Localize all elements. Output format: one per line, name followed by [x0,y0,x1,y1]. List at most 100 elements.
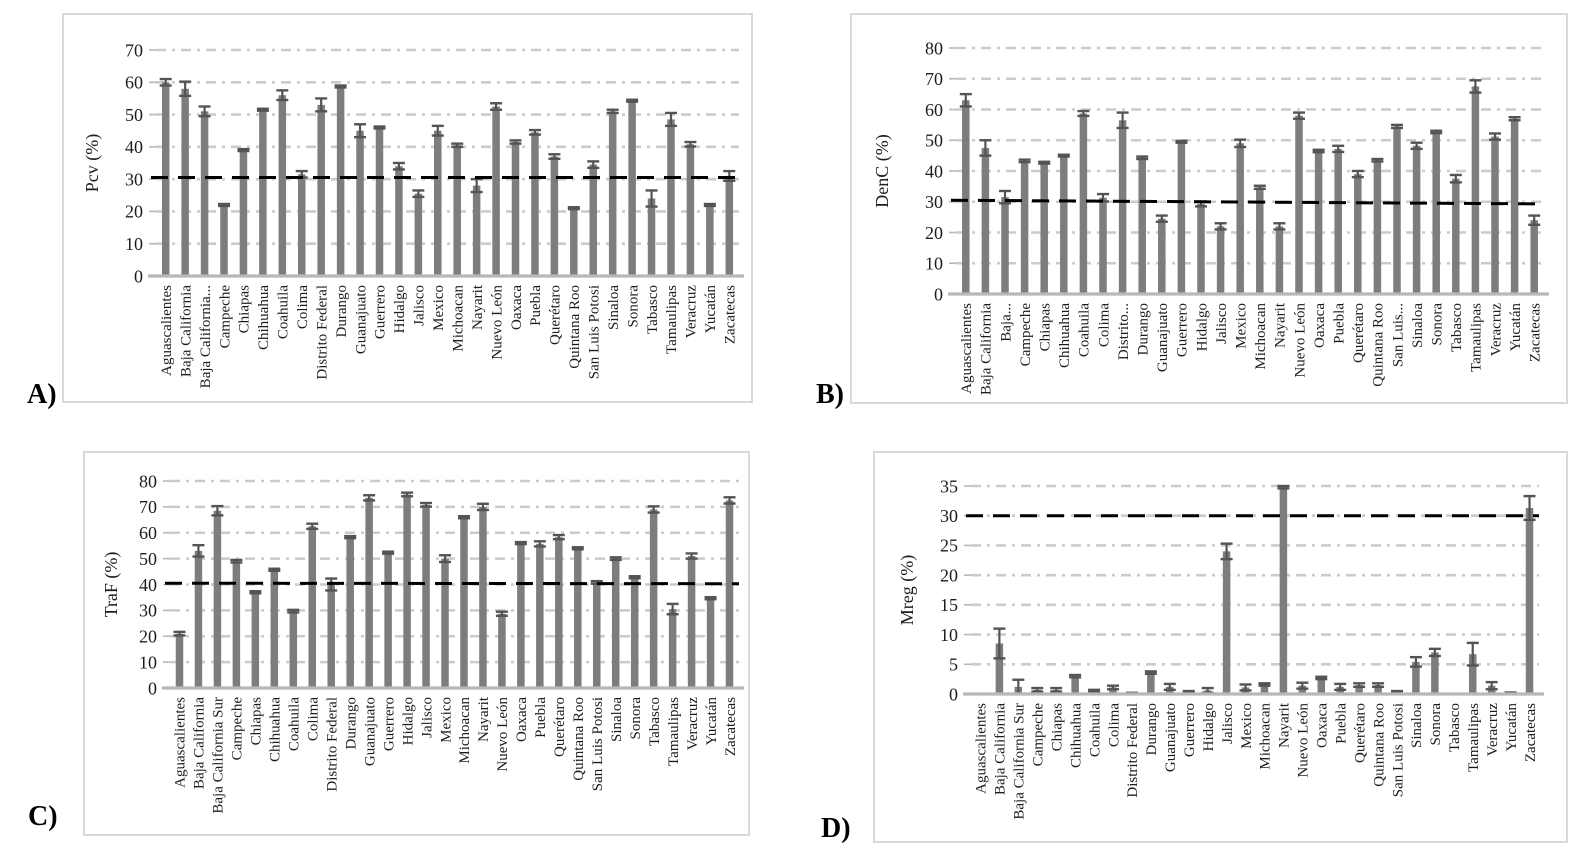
bar [220,204,228,276]
y-axis-title: Pcv (%) [82,134,103,192]
error-bar [587,160,600,170]
bar [453,145,461,276]
bar [628,100,636,276]
x-category-label: Guerrero [1182,703,1198,757]
error-bar [1469,79,1482,94]
bar [725,175,734,276]
x-category-label: Aguascalientes [173,697,189,788]
x-category-label: Coahuila [276,285,292,339]
x-category-label: San Luis... [1390,303,1406,367]
error-bar [1253,184,1266,191]
y-tick-label: 40 [139,575,157,595]
bar [1373,160,1382,294]
error-bar [192,543,205,558]
error-bar [1277,484,1290,490]
x-category-label: Colima [295,285,311,330]
y-tick-label: 20 [125,202,143,222]
bar [1138,157,1146,294]
panel-c-letter: C) [28,801,58,832]
x-category-label: Querétaro [548,285,564,345]
error-bar [1428,647,1441,658]
error-bar [979,139,992,157]
x-category-label: San Luis Potosi [590,697,606,791]
error-bar [1012,678,1025,696]
error-bar [1107,684,1119,691]
error-bar [256,107,269,112]
error-bar [1057,153,1070,158]
x-category-label: Tabasco [1447,703,1463,752]
y-tick-label: 60 [925,100,943,120]
panel-b: 0 10 20 30 40 50 60 70 80 Aguascalientes Baja Cali… [850,13,1568,404]
error-bar [476,502,489,512]
x-category-label: Jalisco [419,697,435,738]
error-bar [1077,109,1090,118]
error-bar [268,567,281,572]
x-category-label: Coahuila [1087,703,1103,757]
error-bar [1523,494,1536,522]
y-tick-label: 40 [925,161,943,181]
error-bar [334,84,347,89]
x-category-label: Sonora [625,285,641,328]
bar [1354,174,1362,294]
error-bar [645,189,658,208]
bar [259,109,267,276]
bar [1317,677,1326,694]
error-bar [1155,214,1168,223]
y-tick-label: 30 [925,192,943,212]
x-category-label: Yucatán [1508,303,1524,352]
x-category-label: Durango [334,285,350,338]
x-category-label: Guanajuato [1155,303,1171,372]
bar [434,130,442,276]
x-category-label: Veracruz [1485,703,1501,757]
bar [1374,685,1382,694]
x-category-label: Chihuahua [1057,303,1073,368]
error-bar [412,189,425,199]
error-bar [1391,123,1403,130]
error-bar [1038,160,1051,165]
x-category-label: Sinaloa [1410,303,1426,348]
error-bar [1332,144,1345,154]
x-category-label: Distrito Federal [1125,703,1141,798]
x-category-label: Querétaro [1351,303,1367,363]
bar [251,592,260,688]
error-bar [1018,158,1031,164]
error-bar [431,124,444,137]
y-tick-label: 35 [940,476,958,496]
error-bar [373,125,386,130]
x-category-label: Mexico [1239,703,1255,749]
bar [1412,145,1421,294]
x-category-label: Tamaulipas [664,285,680,354]
x-category-label: Sinaloa [609,697,625,742]
bar [981,147,990,294]
bar [161,82,170,277]
y-tick-label: 30 [940,506,958,526]
x-category-label: Colima [306,697,322,742]
bar [1530,220,1538,294]
bar [574,548,582,688]
bar [1314,151,1323,294]
x-category-label: Chihuahua [1068,703,1084,768]
x-category-label: Baja California [993,703,1009,795]
x-category-label: Querétaro [552,697,568,757]
bar [1334,148,1342,294]
x-category-label: Durango [1135,303,1151,356]
bar [1491,136,1499,294]
bar [1040,162,1048,294]
bar [706,204,714,276]
error-bar [495,610,508,618]
bar [687,556,696,688]
error-bar [628,575,641,580]
bar [1279,487,1288,694]
error-bar [1116,111,1129,130]
y-axis-title: TraF (%) [101,552,122,618]
x-category-label: Baja California [192,697,208,789]
bar [498,613,506,688]
bar [1295,115,1303,295]
x-category-label: Campeche [230,697,246,761]
bar [213,510,222,688]
x-category-label: Guanajuato [362,697,378,766]
x-category-label: Tamaulipas [1466,703,1482,772]
bar [1020,160,1029,294]
